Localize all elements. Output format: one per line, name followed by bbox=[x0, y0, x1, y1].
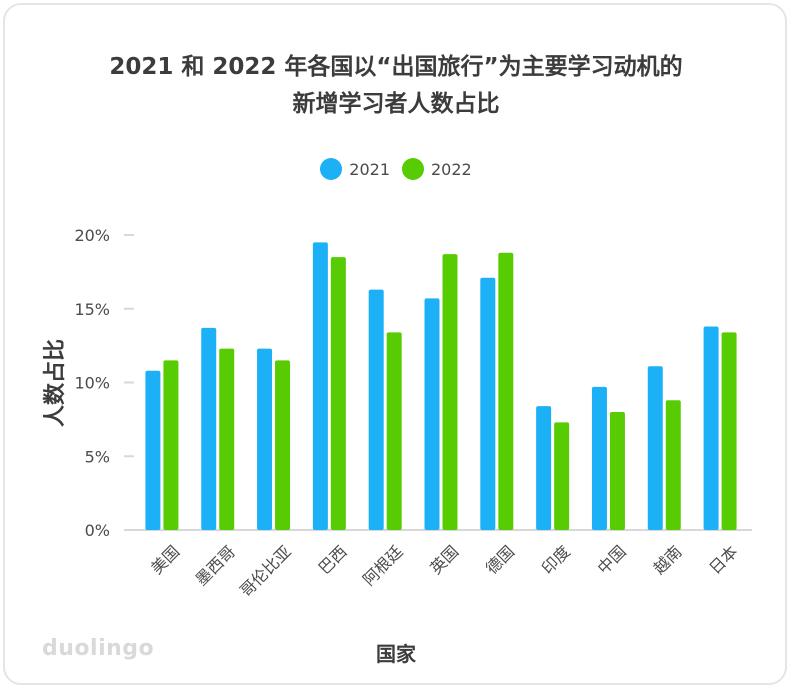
bar-2021-8 bbox=[536, 406, 552, 530]
legend-label-2021: 2021 bbox=[349, 159, 390, 179]
bar-2021-5 bbox=[368, 289, 384, 530]
bar-2021-2 bbox=[201, 327, 217, 530]
bar-2022-6 bbox=[442, 254, 458, 531]
bar-2021-4 bbox=[312, 242, 328, 530]
y-tick-label: 20% bbox=[74, 226, 110, 245]
bars bbox=[145, 242, 737, 531]
x-tick-label: 德国 bbox=[482, 542, 518, 578]
legend: 2021 2022 bbox=[0, 158, 792, 180]
bar-2021-10 bbox=[647, 366, 663, 530]
bar-2022-9 bbox=[609, 412, 625, 530]
legend-item-2022: 2022 bbox=[402, 158, 472, 180]
x-tick-label: 阿根廷 bbox=[359, 542, 406, 589]
chart-title-line1: 2021 和 2022 年各国以“出国旅行”为主要学习动机的 bbox=[109, 54, 683, 80]
bar-2022-7 bbox=[498, 252, 514, 530]
x-tick-label: 印度 bbox=[538, 542, 574, 578]
x-tick-label: 越南 bbox=[650, 542, 686, 578]
bar-2022-1 bbox=[163, 360, 179, 530]
y-tick-label: 5% bbox=[85, 447, 110, 466]
duolingo-logo: duolingo bbox=[42, 636, 155, 661]
x-tick-label: 日本 bbox=[705, 542, 741, 578]
legend-swatch-2022 bbox=[402, 158, 424, 180]
x-tick-label: 中国 bbox=[594, 542, 630, 578]
bar-2021-3 bbox=[257, 348, 273, 530]
legend-item-2021: 2021 bbox=[320, 158, 390, 180]
legend-swatch-2021 bbox=[320, 158, 343, 180]
y-tick-label: 10% bbox=[74, 374, 110, 393]
x-axis-label: 国家 bbox=[376, 642, 417, 666]
bar-2022-5 bbox=[386, 332, 402, 530]
y-axis-label: 人数占比 bbox=[42, 339, 68, 427]
x-tick-label: 美国 bbox=[147, 542, 183, 578]
bar-2021-1 bbox=[145, 370, 161, 530]
bar-2022-8 bbox=[554, 422, 570, 530]
x-tick-label: 哥伦比亚 bbox=[236, 542, 295, 601]
bar-2021-11 bbox=[703, 326, 719, 530]
bar-2022-11 bbox=[721, 332, 737, 530]
bar-2021-7 bbox=[480, 277, 496, 530]
bar-2022-3 bbox=[275, 360, 291, 530]
bar-2022-2 bbox=[219, 348, 235, 530]
y-tick-label: 0% bbox=[85, 521, 110, 540]
y-axis: 0% 5% 10% 15% 20% bbox=[74, 226, 752, 540]
chart-title-line2: 新增学习者人数占比 bbox=[292, 91, 500, 117]
bar-2022-4 bbox=[330, 257, 346, 530]
x-tick-label: 英国 bbox=[426, 542, 462, 578]
bar-2021-6 bbox=[424, 298, 440, 530]
y-tick-label: 15% bbox=[74, 300, 110, 319]
x-tick-label: 巴西 bbox=[315, 542, 351, 578]
x-tick-label: 墨西哥 bbox=[192, 542, 239, 589]
bar-2022-10 bbox=[665, 400, 681, 530]
bar-2021-9 bbox=[591, 386, 607, 530]
legend-label-2022: 2022 bbox=[431, 159, 472, 179]
